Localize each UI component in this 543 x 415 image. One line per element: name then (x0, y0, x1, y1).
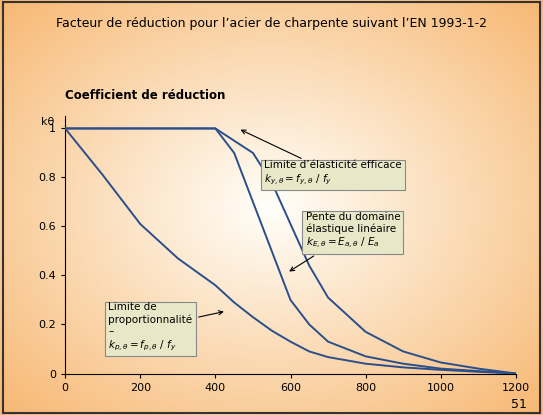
Text: kθ: kθ (41, 117, 54, 127)
Text: Facteur de réduction pour l’acier de charpente suivant l’EN 1993-1-2: Facteur de réduction pour l’acier de cha… (56, 17, 487, 29)
Text: Coefficient de réduction: Coefficient de réduction (65, 89, 225, 102)
Text: Limite de
proportionnalité
–
$k_{p,\theta} = f_{p,\theta}$ / $f_y$: Limite de proportionnalité – $k_{p,\thet… (109, 303, 223, 353)
Text: Pente du domaine
élastique linéaire
$k_{E,\theta} = E_{a,\theta}$ / $E_a$: Pente du domaine élastique linéaire $k_{… (290, 212, 400, 271)
Text: 51: 51 (511, 398, 527, 411)
Text: Limite d’élasticité efficace
$k_{y,\theta} = f_{y,\theta}$ / $f_y$: Limite d’élasticité efficace $k_{y,\thet… (242, 130, 402, 187)
